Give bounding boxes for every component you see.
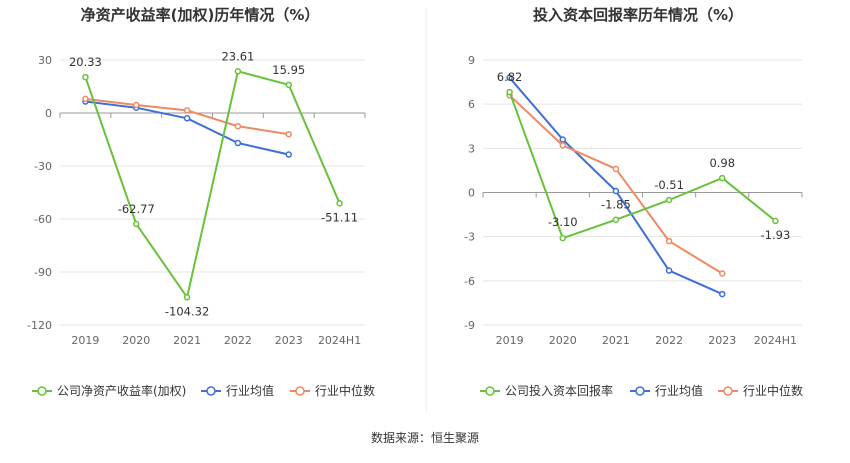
roic-chart-panel: 投入资本回报率历年情况（%） 9 6 3 0 -3 -6 -9 2019 2020 2021 2022… — [464, 6, 803, 398]
legend-swatch-marker — [295, 386, 305, 396]
median-data-point — [719, 270, 726, 277]
y-tick-label: -60 — [34, 213, 52, 226]
y-tick-label: 9 — [468, 54, 475, 67]
legend-swatch-marker — [37, 386, 47, 396]
company-data-point — [234, 68, 242, 75]
legend-label: 行业均值 — [226, 383, 274, 398]
company-data-point — [719, 174, 726, 182]
y-tick-label: -30 — [34, 160, 52, 173]
x-tick-label: 2020 — [549, 334, 577, 347]
median-data-point — [133, 101, 140, 109]
data-source-note: 数据来源：恒生聚源 — [371, 430, 479, 445]
avg-series-line — [508, 77, 723, 295]
legend-swatch-marker — [723, 386, 733, 396]
avg-data-point — [559, 136, 566, 143]
company-series-line — [508, 91, 777, 240]
company-data-point — [82, 73, 89, 81]
y-tick-label: 30 — [38, 54, 52, 67]
x-tick-label: 2020 — [122, 334, 150, 347]
y-tick-label: -3 — [464, 231, 475, 244]
company-data-point — [183, 294, 191, 301]
median-data-point — [285, 130, 292, 138]
y-tick-label: -90 — [34, 266, 52, 279]
y-tick-label: -9 — [464, 319, 475, 332]
company-data-point — [559, 234, 566, 242]
data-label: -51.11 — [321, 210, 358, 224]
data-label: 23.61 — [221, 49, 254, 63]
data-label: 0.98 — [709, 156, 735, 170]
x-tick-label: 2022 — [224, 334, 252, 347]
company-data-point — [285, 81, 292, 89]
company-series-line — [84, 70, 341, 299]
median-data-point — [82, 95, 89, 103]
x-tick-label: 2024H1 — [754, 334, 797, 347]
data-label: 20.33 — [69, 55, 102, 69]
median-data-point — [559, 142, 566, 149]
roe-chart-panel: 净资产收益率(加权)历年情况（%） 30 0 -30 -60 -90 -120 2019 202… — [27, 6, 375, 398]
data-label: 6.82 — [497, 70, 523, 84]
avg-data-point — [665, 267, 673, 274]
median-data-point — [612, 165, 620, 173]
chart-title: 净资产收益率(加权)历年情况（%） — [81, 6, 320, 24]
x-tick-label: 2022 — [655, 334, 683, 347]
x-tick-label: 2019 — [71, 334, 99, 347]
data-label: -0.51 — [654, 178, 684, 192]
y-tick-label: 6 — [468, 98, 475, 111]
avg-data-point — [612, 187, 620, 195]
x-tick-label: 2023 — [275, 334, 303, 347]
data-label: -62.77 — [118, 202, 155, 216]
y-tick-label: 0 — [45, 107, 52, 120]
legend-label: 行业均值 — [655, 383, 703, 398]
x-tick-label: 2019 — [496, 334, 524, 347]
median-data-point — [183, 107, 191, 114]
data-label: -1.85 — [601, 198, 631, 212]
legend-swatch-marker — [485, 386, 495, 396]
y-tick-label: -120 — [27, 319, 52, 332]
avg-data-point — [183, 115, 191, 122]
data-label: -3.10 — [548, 215, 578, 229]
x-tick-label: 2023 — [708, 334, 736, 347]
y-tick-label: 0 — [468, 187, 475, 200]
company-data-point — [772, 217, 779, 225]
company-data-point — [612, 216, 620, 223]
y-tick-label: 3 — [468, 142, 475, 155]
legend-label: 公司投入资本回报率 — [505, 383, 613, 398]
median-data-point — [234, 123, 242, 130]
avg-data-point — [234, 139, 242, 147]
data-label: 15.95 — [272, 63, 305, 77]
legend-swatch-marker — [206, 386, 216, 396]
legend-label: 公司净资产收益率(加权) — [57, 383, 186, 398]
median-data-point — [665, 237, 673, 245]
company-data-point — [506, 88, 513, 96]
legend-label: 行业中位数 — [743, 383, 803, 398]
company-data-point — [336, 200, 343, 207]
legend-label: 行业中位数 — [315, 383, 375, 398]
avg-data-point — [285, 151, 292, 158]
data-label: -1.93 — [761, 228, 791, 242]
avg-data-point — [719, 290, 726, 298]
x-tick-label: 2021 — [602, 334, 630, 347]
x-tick-label: 2021 — [173, 334, 201, 347]
company-data-point — [665, 196, 673, 204]
avg-data-point — [506, 74, 513, 81]
x-tick-label: 2024H1 — [318, 334, 361, 347]
median-series-line — [508, 94, 723, 275]
company-data-point — [133, 220, 140, 228]
legend-swatch-marker — [635, 386, 645, 396]
y-tick-label: -6 — [464, 275, 475, 288]
chart-title: 投入资本回报率历年情况（%） — [533, 6, 743, 24]
data-label: -104.32 — [165, 304, 209, 318]
